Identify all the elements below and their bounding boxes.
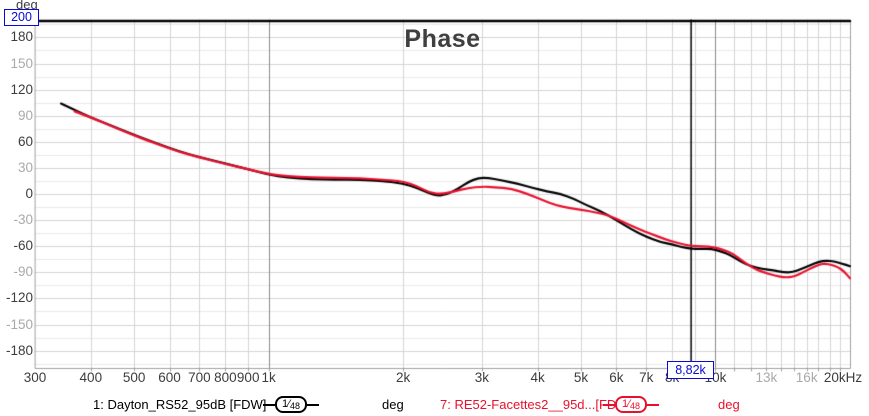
chart-title: Phase	[404, 25, 481, 53]
smoothing-slash-1: ⁄	[288, 398, 290, 410]
smoothing-fraction-1: 1⁄48	[275, 396, 307, 413]
smoothing-numerator-2: 1	[622, 398, 629, 410]
legend-series-1-label[interactable]: 1: Dayton_RS52_95dB [FDW]	[93, 397, 267, 412]
smoothing-numerator-1: 1	[282, 398, 289, 410]
legend-line-2b	[646, 403, 659, 406]
smoothing-denominator-2: 48	[629, 401, 640, 411]
y-axis-cursor-value-box[interactable]: 200	[4, 9, 39, 26]
smoothing-selector-2[interactable]: 1⁄48	[603, 396, 659, 413]
legend-unit-1: deg	[382, 397, 404, 412]
legend-line-1	[263, 403, 275, 406]
smoothing-denominator-1: 48	[289, 401, 300, 411]
legend-series-2-label[interactable]: 7: RE52-Facettes2__95d...[FDW]	[440, 397, 633, 412]
smoothing-slash-2: ⁄	[628, 398, 630, 410]
x-axis-cursor-value-box[interactable]: 8,82k	[667, 361, 714, 379]
legend-line-2	[603, 403, 615, 406]
smoothing-fraction-2: 1⁄48	[615, 396, 647, 413]
legend-line-1b	[306, 403, 319, 406]
smoothing-selector-1[interactable]: 1⁄48	[263, 396, 319, 413]
legend-unit-2: deg	[718, 397, 740, 412]
